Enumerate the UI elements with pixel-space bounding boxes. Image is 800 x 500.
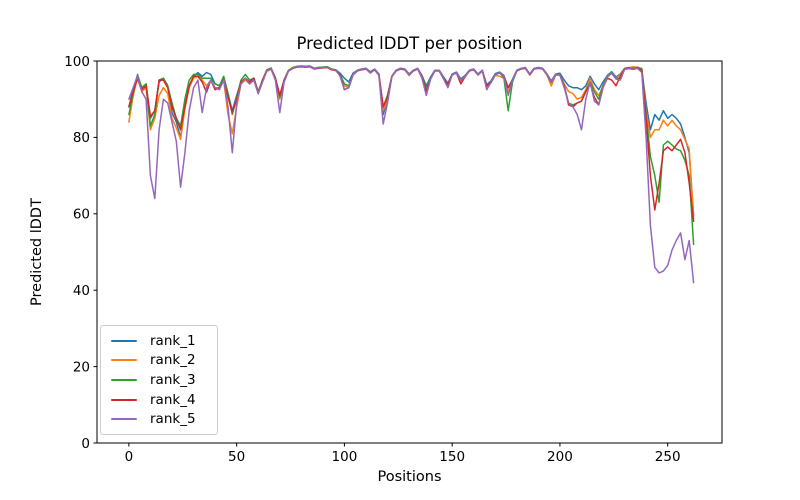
legend-item-rank_3: rank_3: [111, 372, 217, 388]
chart-title: Predicted lDDT per position: [296, 34, 523, 53]
legend-item-rank_1: rank_1: [111, 333, 217, 349]
x-tick-label: 100: [332, 449, 358, 465]
legend-line-swatch-rank_1: [111, 339, 137, 342]
x-tick-label: 200: [547, 449, 573, 465]
series-line-rank_5: [128, 65, 695, 284]
legend-line-swatch-rank_2: [111, 359, 137, 362]
series-line-rank_1: [128, 65, 695, 217]
series-line-rank_4: [128, 65, 695, 223]
legend-label: rank_1: [150, 332, 196, 349]
x-tick-label: 50: [228, 449, 245, 465]
series-line-rank_3: [128, 65, 695, 246]
series-line-rank_2: [128, 65, 695, 221]
legend-item-rank_5: rank_5: [111, 411, 217, 427]
legend-line-swatch-rank_3: [111, 378, 137, 381]
y-tick-label: 100: [64, 54, 90, 70]
y-tick-label: 20: [73, 359, 90, 375]
y-tick-label: 60: [73, 207, 90, 223]
legend-label: rank_3: [150, 371, 196, 388]
legend-label: rank_5: [150, 411, 196, 428]
x-tick-label: 150: [439, 449, 465, 465]
x-tick-label: 250: [655, 449, 681, 465]
legend-line-swatch-rank_5: [111, 418, 137, 421]
legend-item-rank_4: rank_4: [111, 392, 217, 408]
x-axis-label: Positions: [377, 469, 442, 485]
axes-frame: [96, 60, 723, 444]
legend-item-rank_2: rank_2: [111, 352, 217, 368]
y-tick-label: 80: [73, 130, 90, 146]
y-tick-label: 40: [73, 283, 90, 299]
legend-line-swatch-rank_4: [111, 398, 137, 401]
legend: rank_1 rank_2 rank_3 rank_4 rank_5: [100, 325, 218, 435]
legend-label: rank_4: [150, 391, 196, 408]
legend-label: rank_2: [150, 352, 196, 369]
y-tick-label: 0: [81, 436, 90, 452]
x-tick-label: 0: [125, 449, 134, 465]
